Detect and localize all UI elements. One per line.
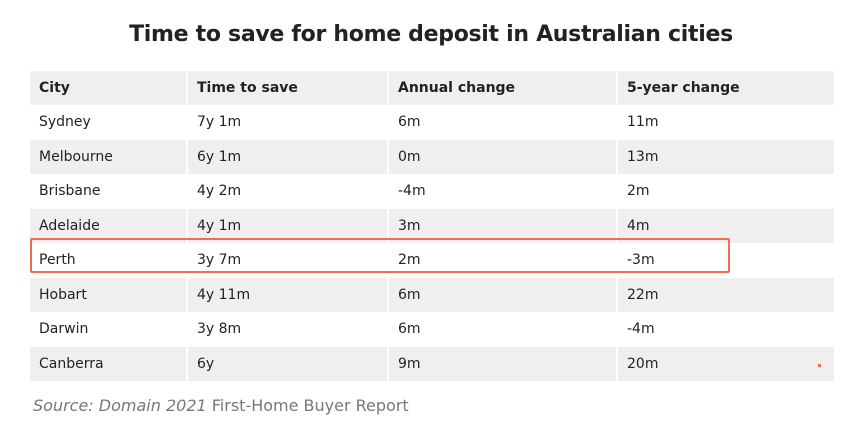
source-report-name: First-Home Buyer Report <box>211 396 409 415</box>
table-cell: Adelaide <box>30 208 188 243</box>
source-label: Source: Domain 2021 <box>33 396 207 415</box>
table-cell: 3m <box>388 208 618 243</box>
table-cell: Canberra <box>30 346 188 381</box>
table-cell: 2m <box>617 174 834 209</box>
source-caption: Source: Domain 2021 First-Home Buyer Rep… <box>33 396 409 415</box>
table-cell: 4y 11m <box>187 277 389 312</box>
table-cell: -3m <box>617 243 834 278</box>
column-header-time-to-save[interactable]: Time to save <box>187 71 389 105</box>
table-cell: Melbourne <box>30 139 188 174</box>
table-row: Sydney 7y 1m 6m 11m <box>30 105 834 140</box>
table-cell: Perth <box>30 243 188 278</box>
column-header-annual-change[interactable]: Annual change <box>388 71 618 105</box>
table-cell: 4y 2m <box>187 174 389 209</box>
table-cell: 20m <box>617 346 834 381</box>
table-cell: 2m <box>388 243 618 278</box>
table-cell: Sydney <box>30 105 188 140</box>
table-cell: Brisbane <box>30 174 188 209</box>
table-cell: 6y 1m <box>187 139 389 174</box>
table-cell: 3y 7m <box>187 243 389 278</box>
column-header-city[interactable]: City <box>30 71 188 105</box>
table-cell: Darwin <box>30 312 188 347</box>
table-cell: -4m <box>388 174 618 209</box>
table-cell: Hobart <box>30 277 188 312</box>
column-header-5-year-change[interactable]: 5-year change <box>617 71 834 105</box>
table-row: Canberra 6y 9m 20m <box>30 346 834 381</box>
table-cell: 4m <box>617 208 834 243</box>
table-cell: 4y 1m <box>187 208 389 243</box>
table-row: Adelaide 4y 1m 3m 4m <box>30 208 834 243</box>
table-cell: 6m <box>388 105 618 140</box>
table-row: Brisbane 4y 2m -4m 2m <box>30 174 834 209</box>
resize-handle-dot <box>818 364 821 367</box>
table-row: Melbourne 6y 1m 0m 13m <box>30 139 834 174</box>
table-cell: 13m <box>617 139 834 174</box>
table-cell: 11m <box>617 105 834 140</box>
table-cell: 7y 1m <box>187 105 389 140</box>
table-cell: 9m <box>388 346 618 381</box>
table-row-highlighted: Perth 3y 7m 2m -3m <box>30 243 834 278</box>
table-cell: 3y 8m <box>187 312 389 347</box>
table-cell: 22m <box>617 277 834 312</box>
table-cell: 6m <box>388 312 618 347</box>
table-cell: -4m <box>617 312 834 347</box>
table-header-row: City Time to save Annual change 5-year c… <box>30 71 834 105</box>
table-cell: 6y <box>187 346 389 381</box>
table-cell: 0m <box>388 139 618 174</box>
table-row: Darwin 3y 8m 6m -4m <box>30 312 834 347</box>
table-cell: 6m <box>388 277 618 312</box>
data-table: City Time to save Annual change 5-year c… <box>30 71 834 381</box>
table-row: Hobart 4y 11m 6m 22m <box>30 277 834 312</box>
page-title: Time to save for home deposit in Austral… <box>129 22 733 47</box>
